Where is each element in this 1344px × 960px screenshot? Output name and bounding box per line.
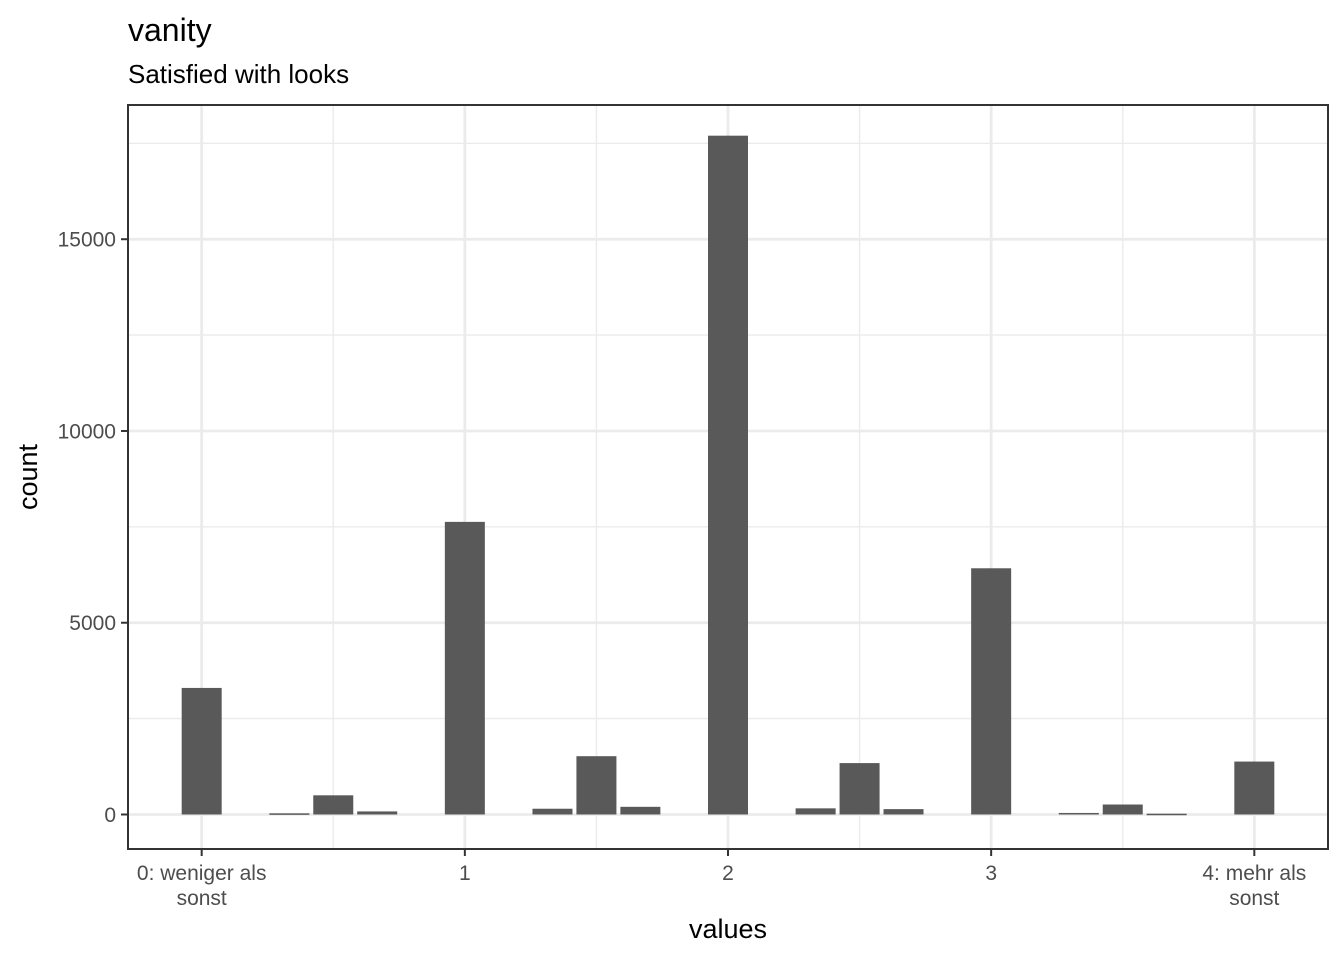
y-axis-title: count bbox=[13, 443, 43, 510]
bar bbox=[795, 808, 836, 815]
x-tick-label: 1 bbox=[459, 862, 471, 885]
y-tick-label: 0 bbox=[104, 804, 116, 827]
x-tick-label-line: 2 bbox=[722, 862, 734, 885]
x-tick-label: 4: mehr als sonst bbox=[1202, 862, 1306, 910]
bar bbox=[839, 763, 880, 815]
bar bbox=[708, 135, 748, 815]
bars bbox=[181, 135, 1275, 816]
x-tick-label: 3 bbox=[985, 862, 997, 885]
y-tick-label: 10000 bbox=[58, 420, 116, 443]
x-tick-label: 0: weniger als sonst bbox=[137, 862, 267, 910]
chart-subtitle: Satisfied with looks bbox=[128, 59, 349, 89]
x-tick-label-line: 3 bbox=[985, 862, 997, 885]
bar bbox=[313, 795, 354, 815]
bar bbox=[1146, 813, 1187, 816]
y-axis: 0 5000 10000 15000 bbox=[58, 229, 128, 827]
x-axis-title: values bbox=[689, 914, 767, 944]
bar bbox=[971, 568, 1012, 815]
x-tick-label-line: sonst bbox=[177, 887, 227, 910]
x-tick-label-line: 0: weniger als bbox=[137, 862, 267, 885]
bar bbox=[444, 521, 485, 815]
bar bbox=[1102, 804, 1143, 815]
x-tick-label-line: sonst bbox=[1229, 887, 1279, 910]
bar bbox=[269, 813, 310, 815]
bar bbox=[576, 756, 617, 815]
bar bbox=[181, 687, 222, 815]
bar bbox=[1058, 812, 1099, 815]
x-tick-label-line: 1 bbox=[459, 862, 471, 885]
x-tick-label: 2 bbox=[722, 862, 734, 885]
bar bbox=[883, 809, 924, 815]
bar bbox=[532, 808, 573, 815]
y-tick-label: 15000 bbox=[58, 229, 116, 252]
chart-title: vanity bbox=[128, 12, 212, 48]
bar bbox=[357, 811, 398, 815]
bar bbox=[620, 806, 661, 815]
y-tick-label: 5000 bbox=[69, 612, 116, 635]
bar bbox=[1234, 761, 1275, 815]
x-tick-label-line: 4: mehr als bbox=[1202, 862, 1306, 885]
